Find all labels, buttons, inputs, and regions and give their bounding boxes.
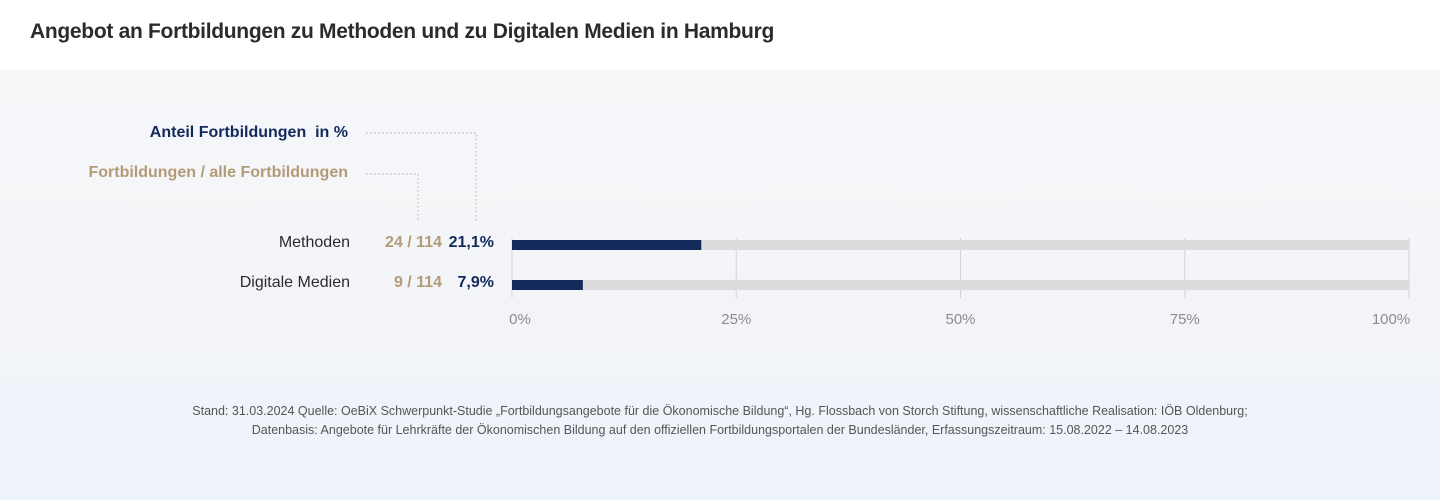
source-line-1: Stand: 31.03.2024 Quelle: OeBiX Schwerpu… [192,404,1248,418]
percent-label: 7,9% [457,274,494,291]
x-tick-label: 50% [945,311,976,328]
source-note: Stand: 31.03.2024 Quelle: OeBiX Schwerpu… [0,402,1440,440]
x-tick-label: 75% [1169,311,1200,328]
category-label: Digitale Medien [239,274,350,291]
fraction-label: 9 / 114 [393,274,442,291]
bars [512,240,1409,290]
x-tick-label: 25% [721,311,752,328]
chart-title: Angebot an Fortbildungen zu Methoden und… [30,20,774,43]
bar-track-1 [512,280,1409,290]
source-line-2: Datenbasis: Angebote für Lehrkräfte der … [251,423,1189,437]
leader-fraction [366,173,419,222]
percent-label: 21,1% [448,234,494,251]
legend-fraction-label: Fortbildungen / alle Fortbildungen [88,164,348,181]
x-tick-label: 0% [509,311,531,328]
fraction-label: 24 / 114 [385,234,442,251]
bar-track-0 [512,240,1409,250]
leader-percent [366,132,477,222]
bar-digitale-medien [512,280,583,290]
category-label: Methoden [278,234,350,251]
legend-percent-label: Anteil Fortbildungen in % [149,124,348,141]
header: Angebot an Fortbildungen zu Methoden und… [0,0,1440,70]
bar-methoden [512,240,702,250]
x-tick-label: 100% [1371,311,1411,328]
legend-leader-lines [366,132,477,222]
